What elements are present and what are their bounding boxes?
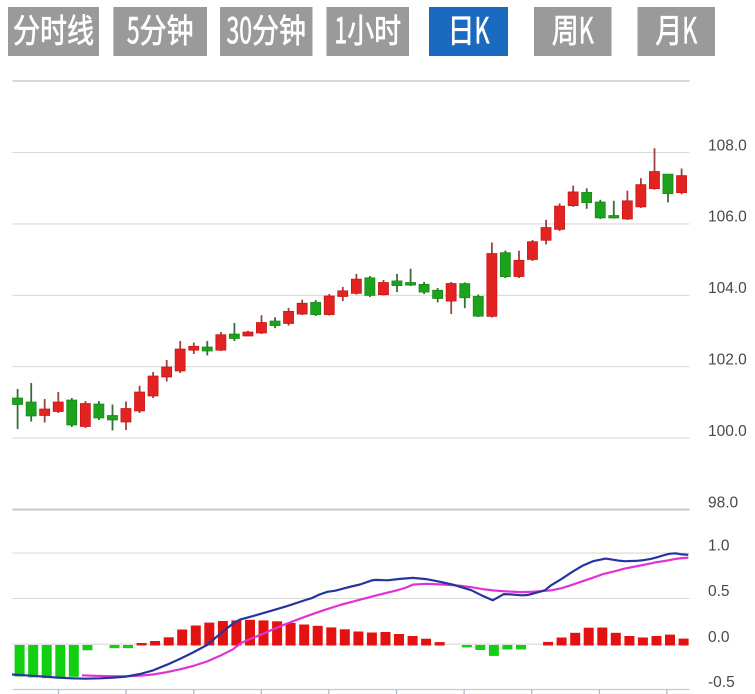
svg-text:100.0: 100.0 (708, 423, 747, 440)
svg-text:102.0: 102.0 (708, 352, 747, 369)
svg-text:-0.5: -0.5 (708, 674, 735, 691)
svg-text:0.5: 0.5 (708, 583, 730, 600)
svg-text:0.0: 0.0 (708, 629, 730, 646)
svg-text:98.0: 98.0 (708, 494, 739, 511)
svg-text:106.0: 106.0 (708, 209, 747, 226)
svg-text:1.0: 1.0 (708, 538, 730, 555)
svg-text:104.0: 104.0 (708, 280, 747, 297)
svg-text:108.0: 108.0 (708, 137, 747, 154)
